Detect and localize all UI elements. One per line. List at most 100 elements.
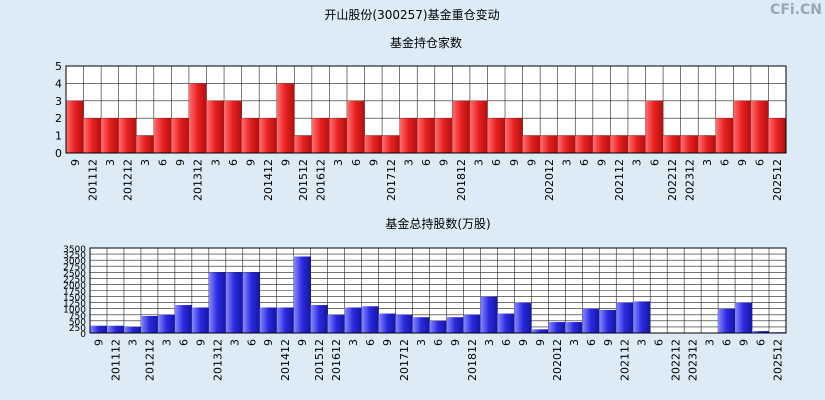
- bar: [208, 272, 226, 333]
- bar: [206, 100, 225, 153]
- x-tick-label: 6: [755, 339, 768, 346]
- x-tick-label: 6: [719, 159, 732, 166]
- x-tick-label: 9: [381, 339, 394, 346]
- x-tick-label: 6: [648, 159, 661, 166]
- x-tick-label: 202112: [619, 339, 632, 381]
- bar: [497, 313, 515, 333]
- x-tick-label: 6: [754, 159, 767, 166]
- bar: [599, 309, 617, 333]
- x-tick-label: 6: [490, 159, 503, 166]
- x-tick-label: 9: [596, 159, 609, 166]
- chart-title: 基金总持股数(万股): [385, 216, 490, 231]
- x-tick-label: 201412: [279, 339, 292, 381]
- bar: [101, 118, 119, 153]
- x-tick-label: 201412: [262, 159, 275, 201]
- bar: [522, 135, 541, 153]
- x-tick-label: 6: [500, 339, 513, 346]
- x-tick-label: 3: [636, 339, 649, 346]
- bar: [364, 135, 383, 153]
- y-tick-label: 3000: [63, 257, 86, 267]
- x-tick-label: 202012: [551, 339, 564, 381]
- x-tick-label: 9: [69, 159, 82, 166]
- bar: [344, 307, 362, 333]
- bar: [224, 100, 242, 153]
- bar: [242, 272, 260, 333]
- bar: [735, 302, 753, 333]
- x-tick-label: 3: [332, 159, 345, 166]
- x-tick-label: 6: [245, 339, 258, 346]
- bar: [752, 331, 770, 333]
- y-tick-label: 2: [55, 112, 62, 125]
- x-tick-label: 202512: [771, 159, 784, 201]
- bar: [346, 100, 365, 153]
- x-tick-label: 9: [736, 159, 749, 166]
- x-tick-label: 3: [209, 159, 222, 166]
- bar: [663, 135, 681, 153]
- bar: [310, 305, 328, 333]
- x-tick-label: 9: [525, 159, 538, 166]
- x-tick-label: 9: [449, 339, 462, 346]
- y-tick-label: 1000: [63, 306, 86, 316]
- bar: [188, 83, 207, 153]
- x-tick-label: 201512: [297, 159, 310, 201]
- x-tick-label: 9: [244, 159, 257, 166]
- y-tick-label: 3500: [63, 245, 86, 255]
- x-tick-label: 3: [631, 159, 644, 166]
- bar: [311, 118, 330, 153]
- x-tick-label: 201312: [192, 159, 205, 201]
- bar: [429, 320, 447, 333]
- bar: [225, 272, 243, 333]
- y-tick-label: 3: [55, 95, 62, 108]
- x-tick-label: 9: [174, 159, 187, 166]
- bar: [680, 135, 699, 153]
- x-tick-label: 202312: [687, 339, 700, 381]
- x-tick-label: 6: [420, 159, 433, 166]
- bar: [575, 135, 593, 153]
- y-tick-label: 1: [55, 130, 62, 143]
- bar: [191, 307, 209, 333]
- x-tick-label: 201712: [398, 339, 411, 381]
- x-tick-label: 6: [578, 159, 591, 166]
- bar: [378, 313, 396, 333]
- x-tick-label: 9: [367, 159, 380, 166]
- bar: [505, 118, 523, 153]
- x-tick-label: 6: [364, 339, 377, 346]
- x-tick-label: 9: [602, 339, 615, 346]
- bar: [417, 118, 435, 153]
- bar: [136, 135, 154, 153]
- x-tick-label: 201712: [385, 159, 398, 201]
- plot-border: [89, 247, 787, 334]
- bar: [610, 135, 628, 153]
- x-tick-label: 3: [483, 339, 496, 346]
- x-tick-label: 3: [104, 159, 117, 166]
- bar: [118, 118, 137, 153]
- x-tick-label: 6: [157, 159, 170, 166]
- bar: [487, 118, 506, 153]
- bar: [715, 118, 734, 153]
- x-tick-label: 3: [347, 339, 360, 346]
- bar: [153, 118, 172, 153]
- y-tick-label: 1750: [63, 288, 86, 298]
- x-tick-label: 3: [701, 159, 714, 166]
- y-tick-label: 5: [55, 60, 62, 73]
- bar: [276, 307, 294, 333]
- bar: [171, 118, 189, 153]
- chart-title: 基金持仓家数: [390, 35, 462, 50]
- bar: [557, 135, 576, 153]
- bar: [434, 118, 453, 153]
- bar: [259, 307, 277, 333]
- y-tick-label: 2000: [63, 281, 86, 291]
- bar: [452, 100, 470, 153]
- bar: [514, 302, 532, 333]
- y-tick-label: 0: [80, 330, 86, 340]
- x-tick-label: 3: [704, 339, 717, 346]
- x-tick-label: 3: [139, 159, 152, 166]
- x-tick-label: 201312: [211, 339, 224, 381]
- bar: [83, 118, 102, 153]
- x-tick-label: 202112: [613, 159, 626, 201]
- x-tick-label: 202312: [683, 159, 696, 201]
- x-tick-label: 9: [738, 339, 751, 346]
- bar: [361, 306, 379, 333]
- bar: [480, 296, 498, 333]
- bar: [276, 83, 295, 153]
